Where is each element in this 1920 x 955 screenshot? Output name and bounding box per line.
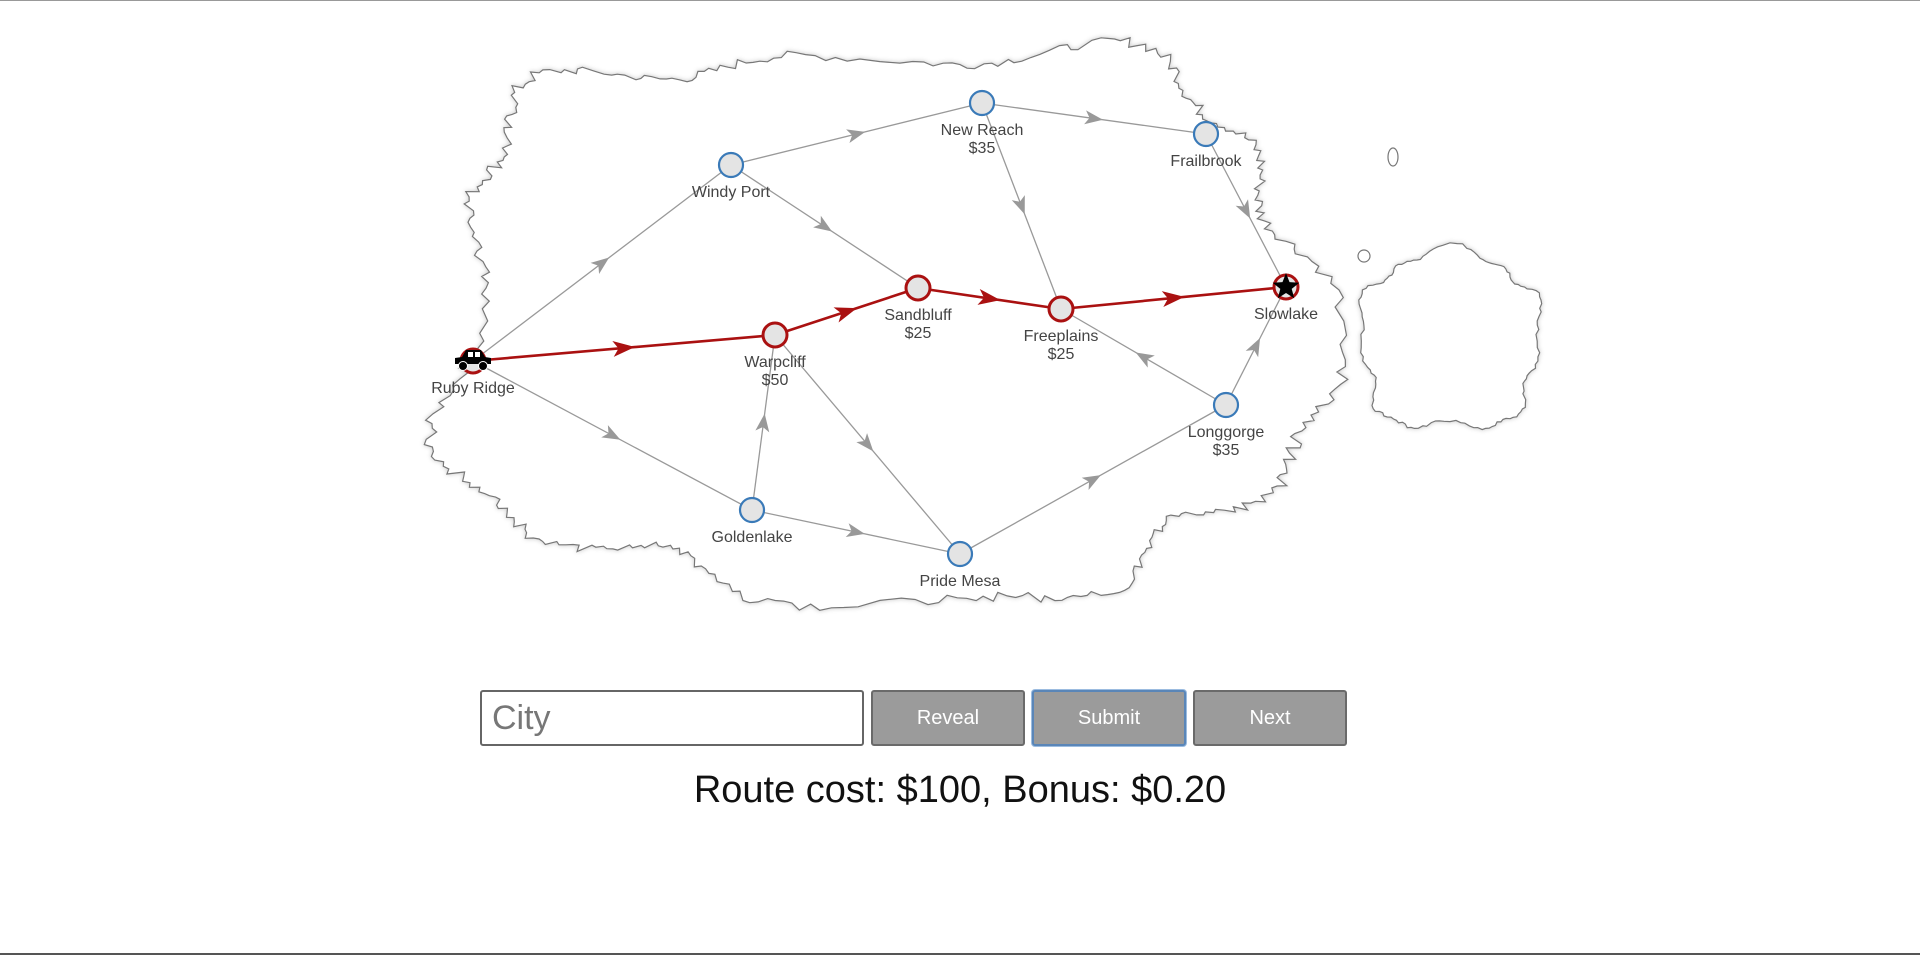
city-node[interactable] — [904, 274, 932, 302]
road-new-reach-to-frailbrook — [981, 102, 1207, 135]
road-frailbrook-to-slowlake — [1205, 133, 1287, 288]
direction-arrow — [1011, 195, 1025, 215]
road-windy-port-to-new-reach — [730, 102, 983, 166]
direction-arrow — [1235, 199, 1251, 219]
direction-arrow — [590, 257, 610, 275]
city-slowlake[interactable]: Slowlake — [1254, 273, 1318, 323]
city-name-label: Freeplains — [1024, 328, 1099, 345]
direction-arrow — [1161, 291, 1185, 308]
city-name-label: New Reach — [941, 122, 1024, 139]
city-warpcliff[interactable]: Warpcliff$50 — [744, 321, 806, 389]
direction-arrow — [1084, 110, 1103, 125]
city-input[interactable] — [480, 690, 864, 746]
star-icon — [1272, 273, 1300, 299]
direction-arrow — [833, 307, 857, 323]
city-node[interactable] — [717, 151, 745, 179]
road-goldenlake-to-warpcliff — [751, 334, 776, 511]
city-name-label: Pride Mesa — [920, 573, 1001, 590]
road-longgorge-to-slowlake — [1225, 286, 1287, 406]
city-name-label: Goldenlake — [712, 529, 793, 546]
city-node[interactable] — [738, 496, 766, 524]
direction-arrow — [1245, 337, 1261, 358]
road-network — [472, 102, 1287, 555]
road-freeplains-to-slowlake — [1060, 285, 1287, 311]
direction-arrow — [601, 425, 621, 440]
road-longgorge-to-freeplains — [1060, 308, 1227, 406]
road-sandbluff-to-freeplains — [917, 286, 1062, 311]
city-longgorge[interactable]: Longgorge$35 — [1188, 391, 1265, 459]
next-button[interactable]: Next — [1193, 690, 1347, 746]
submit-button[interactable]: Submit — [1032, 690, 1186, 746]
city-name-label: Slowlake — [1254, 306, 1318, 323]
city-name-label: Frailbrook — [1170, 153, 1242, 170]
main-island — [423, 36, 1349, 611]
direction-arrow — [977, 288, 1001, 305]
city-node[interactable] — [1047, 295, 1075, 323]
reveal-button[interactable]: Reveal — [871, 690, 1025, 746]
city-name-label: Ruby Ridge — [431, 380, 515, 397]
road-ruby-ridge-to-warpcliff — [472, 333, 776, 363]
island-outline — [423, 36, 1543, 611]
road-goldenlake-to-pride-mesa — [751, 509, 961, 555]
city-goldenlake[interactable]: Goldenlake — [712, 496, 793, 546]
city-windy-port[interactable]: Windy Port — [692, 151, 771, 201]
city-name-label: Sandbluff — [884, 307, 952, 324]
tiny-islet — [1387, 147, 1399, 167]
city-node[interactable] — [761, 321, 789, 349]
road-ruby-ridge-to-windy-port — [472, 164, 732, 362]
answer-controls: Reveal Submit Next — [480, 689, 1347, 747]
city-cost-label: $25 — [1048, 346, 1075, 363]
city-name-label: Longgorge — [1188, 424, 1265, 441]
road-warpcliff-to-pride-mesa — [774, 334, 961, 555]
city-cost-label: $35 — [969, 140, 996, 157]
city-cost-label: $25 — [905, 325, 932, 342]
direction-arrow — [1081, 475, 1101, 491]
direction-arrow — [1135, 352, 1155, 368]
city-node[interactable] — [946, 540, 974, 568]
direction-arrow — [845, 523, 865, 537]
city-cost-label: $35 — [1213, 442, 1240, 459]
city-node[interactable] — [1192, 120, 1220, 148]
road-pride-mesa-to-longgorge — [959, 404, 1227, 555]
road-ruby-ridge-to-goldenlake — [472, 360, 753, 511]
car-icon — [455, 350, 491, 371]
city-freeplains[interactable]: Freeplains$25 — [1024, 295, 1099, 363]
direction-arrow — [846, 129, 866, 143]
city-name-label: Windy Port — [692, 184, 771, 201]
tiny-islet — [1357, 249, 1371, 263]
city-name-label: Warpcliff — [744, 354, 806, 371]
city-node[interactable] — [1212, 391, 1240, 419]
direction-arrow — [612, 340, 635, 357]
city-pride-mesa[interactable]: Pride Mesa — [920, 540, 1001, 590]
direction-arrow — [813, 215, 833, 232]
city-sandbluff[interactable]: Sandbluff$25 — [884, 274, 952, 342]
city-frailbrook[interactable]: Frailbrook — [1170, 120, 1243, 170]
route-cost-status: Route cost: $100, Bonus: $0.20 — [693, 769, 1227, 811]
road-windy-port-to-sandbluff — [730, 164, 919, 289]
city-new-reach[interactable]: New Reach$35 — [941, 89, 1024, 157]
direction-arrow — [856, 433, 874, 452]
direction-arrow — [755, 413, 770, 433]
east-islet — [1358, 242, 1543, 431]
road-warpcliff-to-sandbluff — [774, 286, 919, 337]
road-new-reach-to-freeplains — [981, 102, 1062, 310]
city-cost-label: $50 — [762, 372, 789, 389]
city-node[interactable] — [968, 89, 996, 117]
city-ruby-ridge[interactable]: Ruby Ridge — [431, 347, 515, 397]
